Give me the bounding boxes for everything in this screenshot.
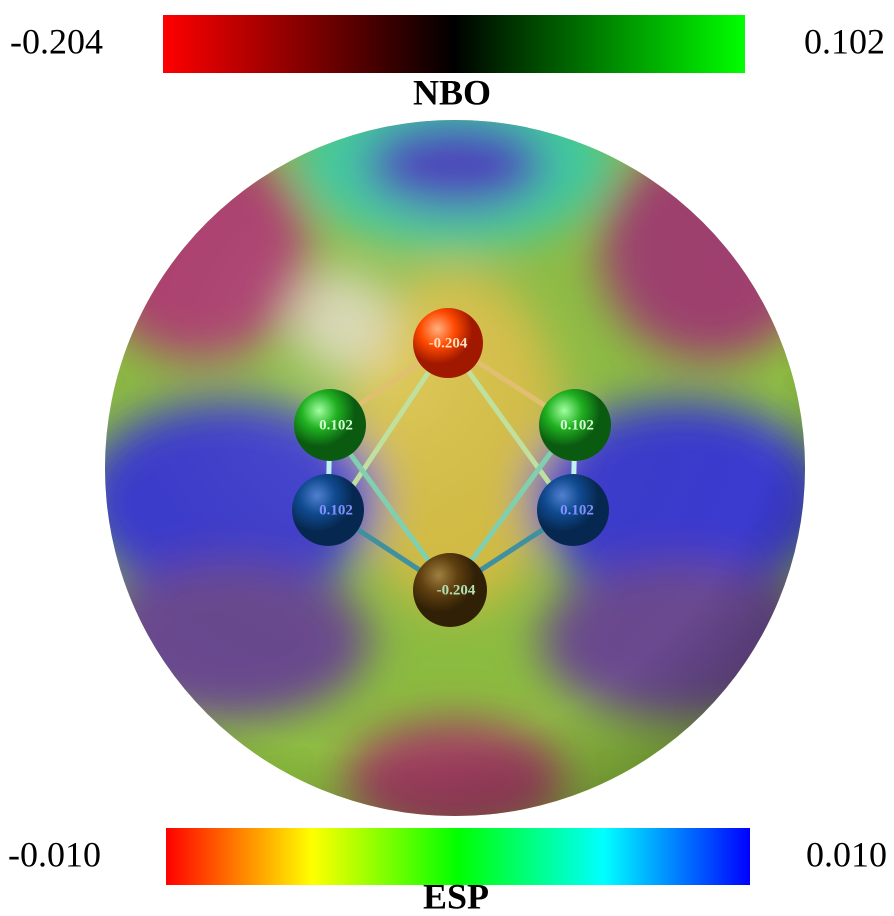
esp-max-label: 0.010 [806, 834, 887, 874]
atom-label: 0.102 [319, 502, 353, 518]
atom-label: -0.204 [429, 335, 468, 351]
esp-surface [80, 70, 830, 840]
atom-label: -0.204 [437, 582, 476, 598]
nbo-min-label: -0.204 [10, 21, 103, 61]
nbo-colorbar [163, 15, 745, 73]
atom-label: 0.102 [560, 417, 594, 433]
esp-min-label: -0.010 [8, 834, 101, 874]
figure: -0.204 0.102 NBO -0.20 [0, 0, 894, 916]
nbo-max-label: 0.102 [804, 21, 885, 61]
atom-label: 0.102 [560, 502, 594, 518]
atom-label: 0.102 [319, 417, 353, 433]
esp-title: ESP [423, 876, 489, 916]
nbo-title: NBO [413, 72, 491, 112]
